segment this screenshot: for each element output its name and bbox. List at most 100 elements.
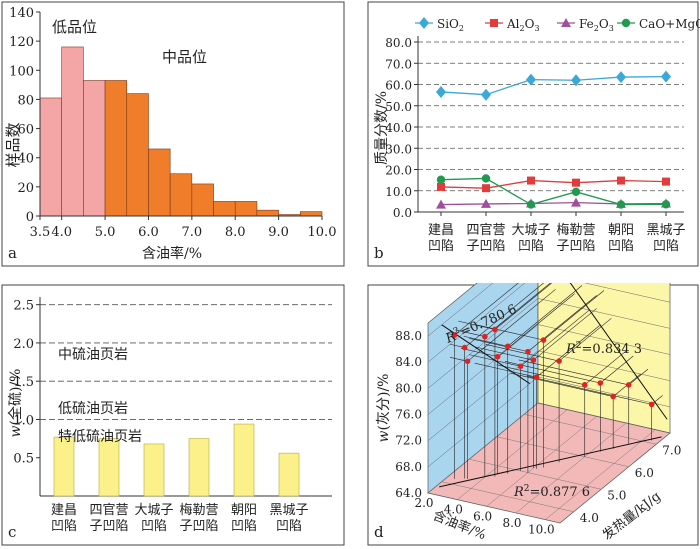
y-tick-label: 1.0 — [13, 413, 34, 428]
x-tick-label: 建昌 — [428, 223, 454, 238]
projection-line — [477, 324, 544, 341]
data-point — [571, 197, 581, 207]
line-chart-panel-b: SiO2 Al2O3 Fe2O3 CaO+MgO 0.010.020.030.040.… — [367, 1, 700, 267]
y-tick-label: 0 — [26, 210, 34, 225]
data-point — [481, 88, 491, 101]
legend-label: SiO2 — [437, 17, 464, 33]
projection-line — [600, 355, 634, 384]
projection-line — [474, 362, 537, 378]
x-tick-label: 凹陷 — [653, 239, 679, 254]
legend-text: Fe — [579, 17, 594, 31]
x-tick-label: 4.0 — [51, 225, 72, 240]
x-tick-label: 2.0 — [414, 496, 433, 510]
panel-border — [1, 284, 345, 546]
data-point — [572, 178, 580, 187]
data-point — [436, 85, 446, 98]
y-axis-label: 质量分数/% — [374, 91, 390, 165]
y-tick-label: 30.0 — [385, 142, 412, 156]
projection-line — [584, 350, 627, 386]
annotation-mid-sulfur: 中硫油页岩 — [58, 347, 128, 363]
r2-back-right: R2=0.834 3 — [565, 341, 642, 357]
data-point — [661, 70, 671, 83]
y-tick-label: 140 — [9, 6, 34, 21]
grid-line — [545, 429, 656, 520]
z-tick-label: 80.0 — [395, 381, 422, 395]
y-tick-label: 1.5 — [13, 375, 34, 390]
x-tick-label: 黑城子 — [646, 223, 685, 238]
grid-line — [427, 283, 494, 337]
x-tick-label: 5.0 — [95, 225, 116, 240]
legend-marker — [490, 19, 498, 27]
projection-line — [494, 283, 553, 330]
projection-line — [484, 283, 551, 337]
projection-line — [628, 368, 649, 386]
histogram-bar — [256, 209, 279, 217]
y-tick-label: 60.0 — [385, 79, 412, 93]
projection-line — [533, 308, 597, 361]
panel-border — [367, 1, 699, 267]
y-tick-label: 4.0 — [580, 511, 599, 525]
x-tick-label: 4.0 — [444, 503, 463, 517]
y-tick-label: 2.5 — [13, 299, 34, 314]
panel-letter-a: a — [8, 244, 17, 262]
y-tick-label: 2.0 — [13, 337, 34, 352]
histogram-bar — [39, 97, 62, 217]
grid-line — [515, 422, 627, 514]
series-line — [440, 179, 667, 189]
legend-text: O — [525, 17, 535, 31]
y-tick-label: 40 — [17, 152, 34, 167]
z-tick-label: 64.0 — [395, 486, 422, 500]
data-point — [461, 344, 468, 351]
x-tick-label: 3.5 — [30, 225, 51, 240]
x-tick-label: 大城子 — [511, 223, 550, 238]
y-tick-label: 7.0 — [662, 443, 681, 457]
legend-subscript: 3 — [534, 24, 539, 33]
histogram-bar — [126, 93, 149, 217]
y-tick-label: 20.0 — [385, 164, 412, 178]
data-point — [625, 382, 632, 388]
grid-line — [496, 436, 629, 467]
y-tick-label: 10.0 — [385, 185, 412, 199]
y-tick-label: 20 — [17, 181, 34, 196]
data-point — [648, 401, 655, 408]
projection-line — [536, 325, 600, 378]
3d-scatter-panel-d: 64.0 68.0 72.0 76.0 80.0 84.0 88.0 2.0 4.0 6.0 8.0… — [367, 283, 699, 546]
panel-letter-c: c — [8, 523, 16, 541]
x-axis-label: 含油率/% — [142, 245, 202, 262]
data-point — [482, 333, 488, 340]
projection-line — [458, 320, 495, 330]
data-point — [581, 382, 588, 388]
data-point — [526, 200, 536, 209]
legend-text: O — [599, 17, 609, 31]
z-tick-label: 84.0 — [395, 355, 422, 369]
panel-border — [1, 1, 345, 267]
data-point — [482, 184, 490, 193]
projection-line — [460, 348, 498, 357]
series-line — [440, 201, 667, 206]
data-point — [571, 187, 581, 197]
projection-line — [518, 359, 629, 386]
annotation-low-grade: 低品位 — [52, 18, 97, 36]
bar — [188, 438, 210, 497]
data-point — [527, 176, 535, 185]
y-tick-label: 40.0 — [385, 121, 412, 135]
histogram-bar — [83, 80, 106, 217]
data-point — [517, 363, 524, 370]
projection-line — [526, 375, 652, 405]
y-tick-label: 80 — [17, 93, 34, 108]
data-point — [437, 182, 445, 191]
r2-floor: R2=0.877 6 — [513, 484, 590, 500]
projection-line — [510, 372, 614, 397]
y-tick-label: 5.0 — [607, 488, 626, 502]
data-point — [436, 199, 446, 209]
data-point — [661, 200, 671, 209]
data-point — [525, 348, 531, 355]
data-point — [481, 174, 491, 183]
bar — [98, 438, 120, 497]
panel-letter-d: d — [374, 523, 384, 541]
annotation-very-low-sulfur: 特低硫油页岩 — [58, 429, 142, 445]
x-tick-label: 凹陷 — [141, 519, 167, 534]
histogram-panel-a: 0 20 40 60 80 100 120 140 3.5 4.0 5.0 6.0 7.0 8.0 9.0 1… — [1, 1, 345, 267]
data-point — [481, 198, 491, 208]
data-point — [597, 380, 604, 386]
